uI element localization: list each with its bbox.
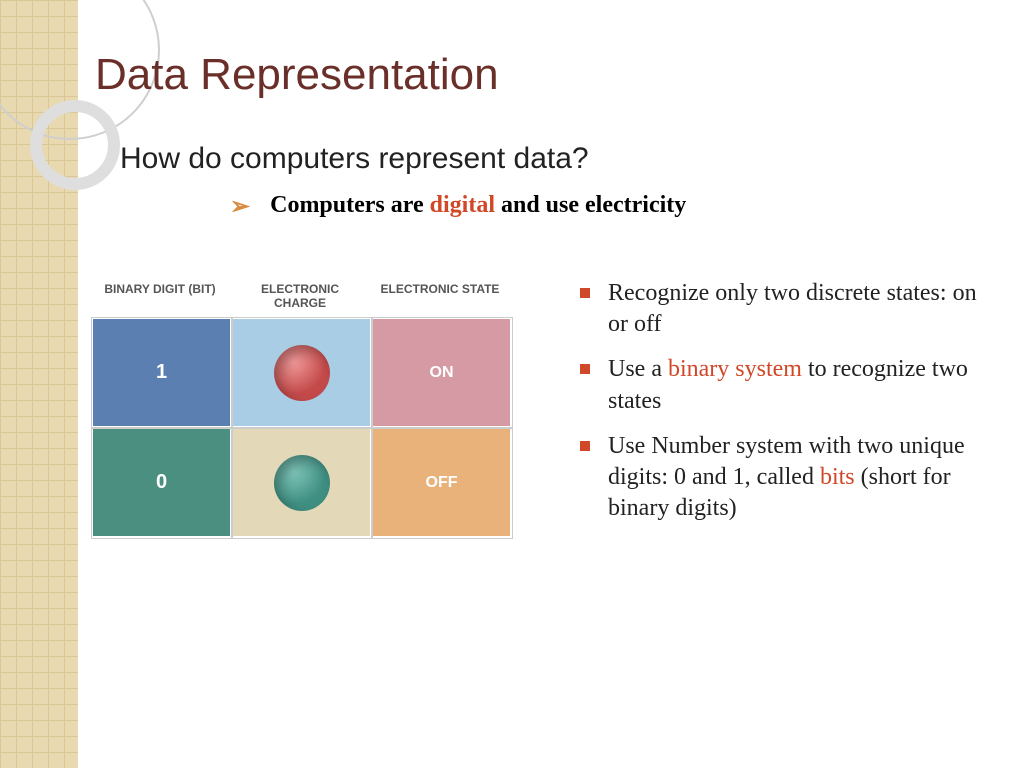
bullet-text: Recognize only two discrete states: on o… <box>608 278 980 340</box>
main-bullet: ➢ Computers are digital and use electric… <box>230 192 686 221</box>
sphere-icon <box>274 345 330 401</box>
right-bullet-list: Recognize only two discrete states: on o… <box>580 278 980 538</box>
cell-state-on: ON <box>372 318 512 428</box>
main-bullet-pre: Computers are <box>270 192 430 218</box>
col-header-charge: ELECTRONIC CHARGE <box>230 282 370 310</box>
cell-state-off: OFF <box>372 428 512 538</box>
bit-grid: 1 ON 0 OFF <box>90 316 513 539</box>
cell-charge-on <box>232 318 372 428</box>
main-bullet-text: Computers are digital and use electricit… <box>270 192 686 221</box>
list-item: Use Number system with two unique digits… <box>580 431 980 525</box>
bullet-text: Use a binary system to recognize two sta… <box>608 354 980 416</box>
slide-subheading: How do computers represent data? <box>120 142 589 176</box>
col-header-state: ELECTRONIC STATE <box>370 282 510 310</box>
square-bullet-icon <box>580 441 590 451</box>
decor-circle-small <box>30 100 120 190</box>
list-item: Recognize only two discrete states: on o… <box>580 278 980 340</box>
main-bullet-post: and use electricity <box>495 192 686 218</box>
cell-bit-0: 0 <box>92 428 232 538</box>
square-bullet-icon <box>580 364 590 374</box>
col-header-bit: BINARY DIGIT (BIT) <box>90 282 230 310</box>
main-bullet-highlight: digital <box>430 192 495 218</box>
table-row: 1 ON <box>92 318 512 428</box>
table-row: 0 OFF <box>92 428 512 538</box>
square-bullet-icon <box>580 288 590 298</box>
sphere-icon <box>274 455 330 511</box>
list-item: Use a binary system to recognize two sta… <box>580 354 980 416</box>
table-headers: BINARY DIGIT (BIT) ELECTRONIC CHARGE ELE… <box>90 282 515 310</box>
cell-charge-off <box>232 428 372 538</box>
slide-title: Data Representation <box>95 50 499 100</box>
chevron-icon: ➢ <box>230 192 250 221</box>
bit-table: BINARY DIGIT (BIT) ELECTRONIC CHARGE ELE… <box>90 282 515 539</box>
cell-bit-1: 1 <box>92 318 232 428</box>
bullet-text: Use Number system with two unique digits… <box>608 431 980 525</box>
